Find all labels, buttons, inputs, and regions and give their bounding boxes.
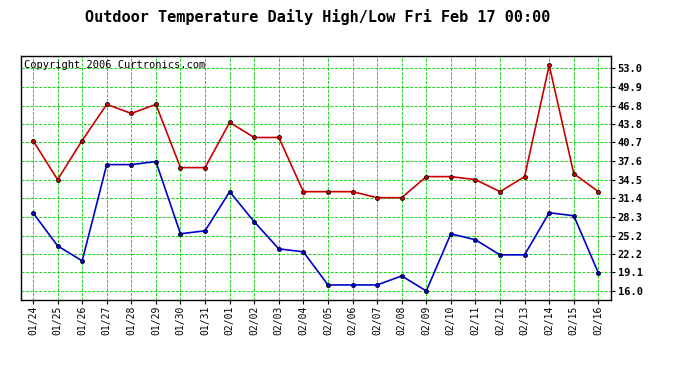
Text: Copyright 2006 Curtronics.com: Copyright 2006 Curtronics.com [23,60,205,70]
Text: Outdoor Temperature Daily High/Low Fri Feb 17 00:00: Outdoor Temperature Daily High/Low Fri F… [85,9,550,26]
